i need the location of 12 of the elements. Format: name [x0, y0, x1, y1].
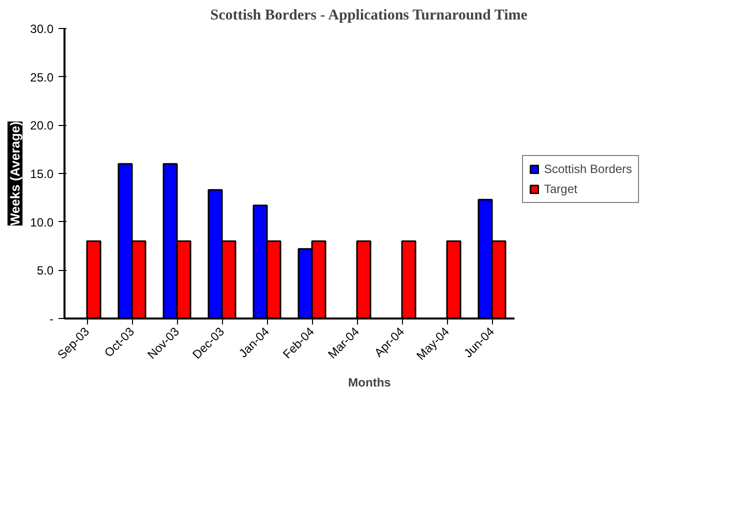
- y-tick-label: 25.0: [30, 70, 54, 84]
- y-tick-label: 10.0: [30, 215, 54, 230]
- y-tick-label: 15.0: [30, 167, 54, 181]
- y-tick-label: 30.0: [30, 22, 54, 36]
- y-tick-label: 20.0: [30, 118, 54, 133]
- y-tick-label: 5.0: [36, 264, 54, 278]
- chart-title: Scottish Borders - Applications Turnaround Time: [210, 8, 528, 24]
- legend-label: Scottish Borders: [544, 162, 632, 176]
- y-axis-title: Weeks (Average): [8, 121, 22, 226]
- y-tick-label: -: [50, 312, 54, 326]
- x-axis-title: Months: [348, 376, 392, 390]
- legend-label: Target: [544, 182, 578, 196]
